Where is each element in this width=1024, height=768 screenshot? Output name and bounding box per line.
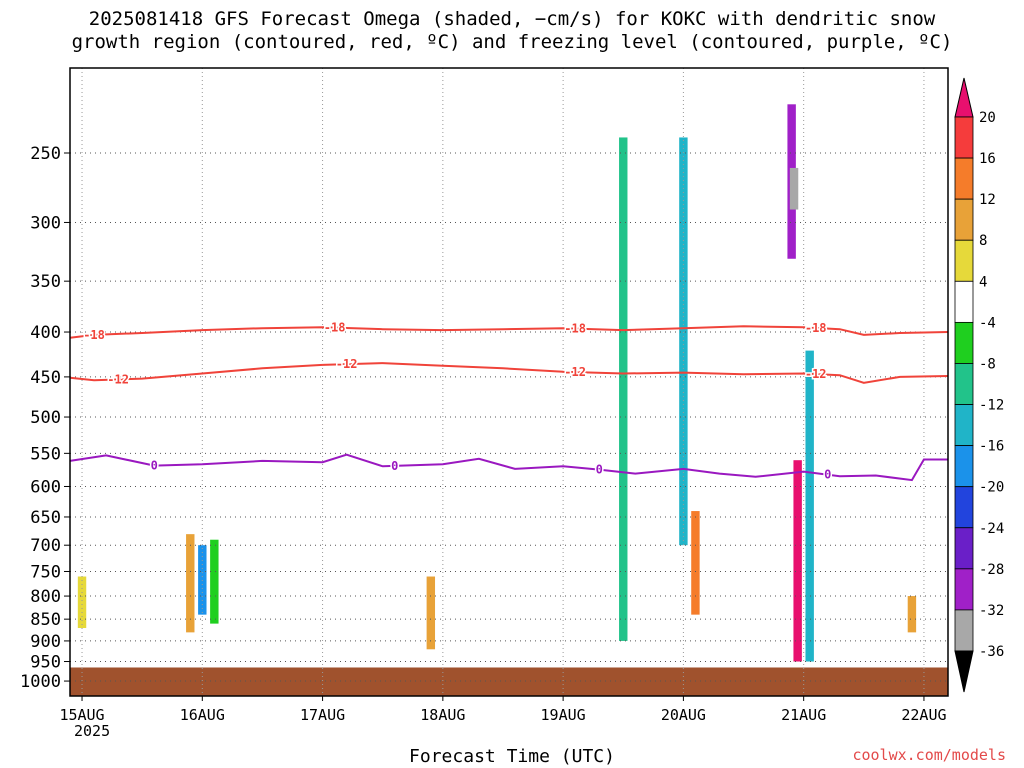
y-tick-label-350: 350 <box>30 272 61 292</box>
colorbar-label-8: -16 <box>979 439 1004 455</box>
x-tick-label-15AUG: 15AUG <box>59 706 104 724</box>
omega-cell-0 <box>77 576 87 629</box>
contour-line--12 <box>69 362 949 384</box>
omega-cell-3 <box>210 539 219 624</box>
omega-cell-4 <box>426 576 436 650</box>
colorbar-label-10: -24 <box>979 521 1004 537</box>
omega-cell-12 <box>907 596 917 633</box>
y-tick-label-700: 700 <box>30 536 61 556</box>
colorbar-arrow-bottom <box>954 650 974 693</box>
contour-label-0-0: 0 <box>151 459 158 473</box>
y-tick-label-550: 550 <box>30 444 61 464</box>
chart-title-line1: 2025081418 GFS Forecast Omega (shaded, −… <box>88 8 936 30</box>
colorbar-bin-6 <box>954 363 974 405</box>
contour-label--12-2: -12 <box>564 365 586 379</box>
omega-cell-5 <box>619 137 628 641</box>
plot-frame <box>69 67 949 697</box>
contour-label--12-1: -12 <box>336 357 358 371</box>
colorbar-bin-2 <box>954 198 974 241</box>
colorbar-label-13: -36 <box>979 644 1004 660</box>
y-tick-label-450: 450 <box>30 368 61 388</box>
colorbar-bin-0 <box>954 116 974 159</box>
y-tick-label-1000: 1000 <box>20 672 61 692</box>
colorbar-label-7: -12 <box>979 398 1004 414</box>
y-tick-label-950: 950 <box>30 653 61 673</box>
x-tick-label-19AUG: 19AUG <box>541 706 586 724</box>
x-tick-label-22AUG: 22AUG <box>901 706 946 724</box>
contour-label--18-0: -18 <box>83 328 105 342</box>
omega-cell-7 <box>691 511 700 615</box>
x-tick-label-17AUG: 17AUG <box>300 706 345 724</box>
year-label: 2025 <box>74 722 111 740</box>
colorbar-label-9: -20 <box>979 480 1004 496</box>
contour-label--18-1: -18 <box>324 321 346 335</box>
contour-label--12-3: -12 <box>805 367 827 381</box>
x-tick-label-16AUG: 16AUG <box>180 706 225 724</box>
colorbar-bin-10 <box>954 527 974 570</box>
omega-cell-11 <box>805 350 814 662</box>
colorbar-label-12: -32 <box>979 603 1004 619</box>
omega-cell-6 <box>679 137 688 546</box>
y-tick-label-300: 300 <box>30 213 61 233</box>
colorbar-label-1: 16 <box>979 151 996 167</box>
x-axis-title: Forecast Time (UTC) <box>409 746 615 767</box>
y-tick-label-800: 800 <box>30 587 61 607</box>
y-tick-label-850: 850 <box>30 610 61 630</box>
ground-fill <box>70 667 948 696</box>
chart-title-line2: growth region (contoured, red, ºC) and f… <box>71 31 953 53</box>
colorbar-bin-5 <box>954 321 974 364</box>
x-tick-label-18AUG: 18AUG <box>420 706 465 724</box>
contour-label--18-3: -18 <box>805 321 827 335</box>
chart-title: 2025081418 GFS Forecast Omega (shaded, −… <box>0 8 1024 54</box>
colorbar-bin-7 <box>954 404 974 447</box>
colorbar-label-3: 8 <box>979 233 987 249</box>
omega-cell-1 <box>186 534 195 633</box>
colorbar-bin-12 <box>954 609 974 652</box>
colorbar-bin-11 <box>954 568 974 611</box>
y-tick-label-250: 250 <box>30 144 61 164</box>
y-tick-label-750: 750 <box>30 562 61 582</box>
x-tick-label-21AUG: 21AUG <box>781 706 826 724</box>
colorbar-label-6: -8 <box>979 356 996 372</box>
credit-link[interactable]: coolwx.com/models <box>852 746 1006 764</box>
colorbar-arrow-top <box>954 77 974 118</box>
y-tick-label-600: 600 <box>30 477 61 497</box>
contour-label--18-2: -18 <box>564 322 586 336</box>
colorbar-label-11: -28 <box>979 562 1004 578</box>
colorbar-label-0: 20 <box>979 110 996 126</box>
contour-label-0-2: 0 <box>596 463 603 477</box>
colorbar-bin-9 <box>954 486 974 529</box>
colorbar-label-2: 12 <box>979 192 996 208</box>
omega-cell-10 <box>793 460 802 662</box>
y-tick-label-500: 500 <box>30 408 61 428</box>
y-tick-label-400: 400 <box>30 323 61 343</box>
contour-line-0 <box>69 453 948 482</box>
colorbar-bin-4 <box>954 280 974 323</box>
omega-cell-2 <box>198 545 207 615</box>
colorbar-label-4: 4 <box>979 274 987 290</box>
contour-label-0-1: 0 <box>391 459 398 473</box>
x-tick-label-20AUG: 20AUG <box>661 706 706 724</box>
omega-cell-9 <box>789 167 799 210</box>
colorbar-bin-8 <box>954 445 974 488</box>
colorbar-bin-1 <box>954 157 974 200</box>
colorbar-label-5: -4 <box>979 315 996 331</box>
contour-line--18 <box>69 325 949 339</box>
y-tick-label-650: 650 <box>30 508 61 528</box>
y-tick-label-900: 900 <box>30 632 61 652</box>
contour-label--12-0: -12 <box>107 372 129 386</box>
contour-label-0-3: 0 <box>824 468 831 482</box>
colorbar-bin-3 <box>954 239 974 282</box>
